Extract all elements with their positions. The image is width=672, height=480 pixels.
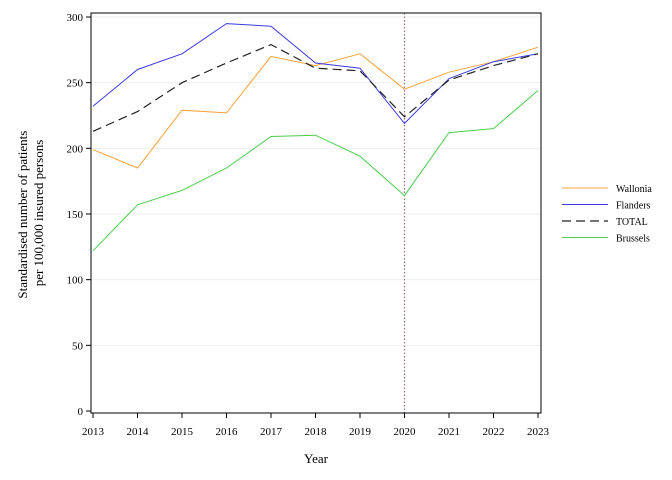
y-tick-label: 200 [67, 143, 84, 155]
legend-label-wallonia: Wallonia [616, 184, 652, 195]
series-line-total [92, 43, 539, 132]
legend-label-brussels: Brussels [616, 234, 650, 245]
legend-label-total: TOTAL [616, 217, 648, 228]
x-tick-label: 2014 [127, 426, 150, 438]
x-tick-label: 2013 [82, 426, 105, 438]
x-tick-label: 2022 [483, 426, 505, 438]
x-tick-label: 2019 [349, 426, 372, 438]
y-tick-label: 0 [78, 406, 84, 418]
y-tick-label: 250 [67, 78, 84, 90]
series-lines [92, 23, 539, 252]
x-tick-label: 2015 [171, 426, 194, 438]
x-tick-label: 2023 [527, 426, 550, 438]
y-tick-label: 100 [67, 275, 84, 287]
x-tick-label: 2016 [216, 426, 239, 438]
x-tick-label: 2020 [394, 426, 417, 438]
y-tick-label: 50 [72, 340, 84, 352]
legend-label-flanders: Flanders [616, 201, 651, 212]
x-tick-label: 2021 [438, 426, 460, 438]
y-axis-label: Standardised number of patients per 100,… [15, 127, 46, 298]
series-line-brussels [92, 90, 539, 252]
legend: Wallonia Flanders TOTAL Brussels [562, 184, 652, 245]
y-axis-label-line-1: Standardised number of patients [15, 131, 30, 299]
y-axis: 0 50 100 150 200 250 300 [67, 12, 91, 418]
x-tick-label: 2017 [260, 426, 283, 438]
y-axis-label-line-2: per 100,000 insured persons [31, 140, 46, 287]
y-tick-label: 300 [67, 12, 84, 24]
series-line-flanders [92, 23, 539, 125]
gridlines [91, 16, 541, 346]
x-tick-label: 2018 [305, 426, 328, 438]
y-tick-label: 150 [67, 209, 84, 221]
series-line-wallonia [92, 46, 539, 169]
x-axis: 2013 2014 2015 2016 2017 2018 2019 2020 2021 2022… [82, 413, 550, 438]
x-axis-label: Year [304, 451, 329, 466]
